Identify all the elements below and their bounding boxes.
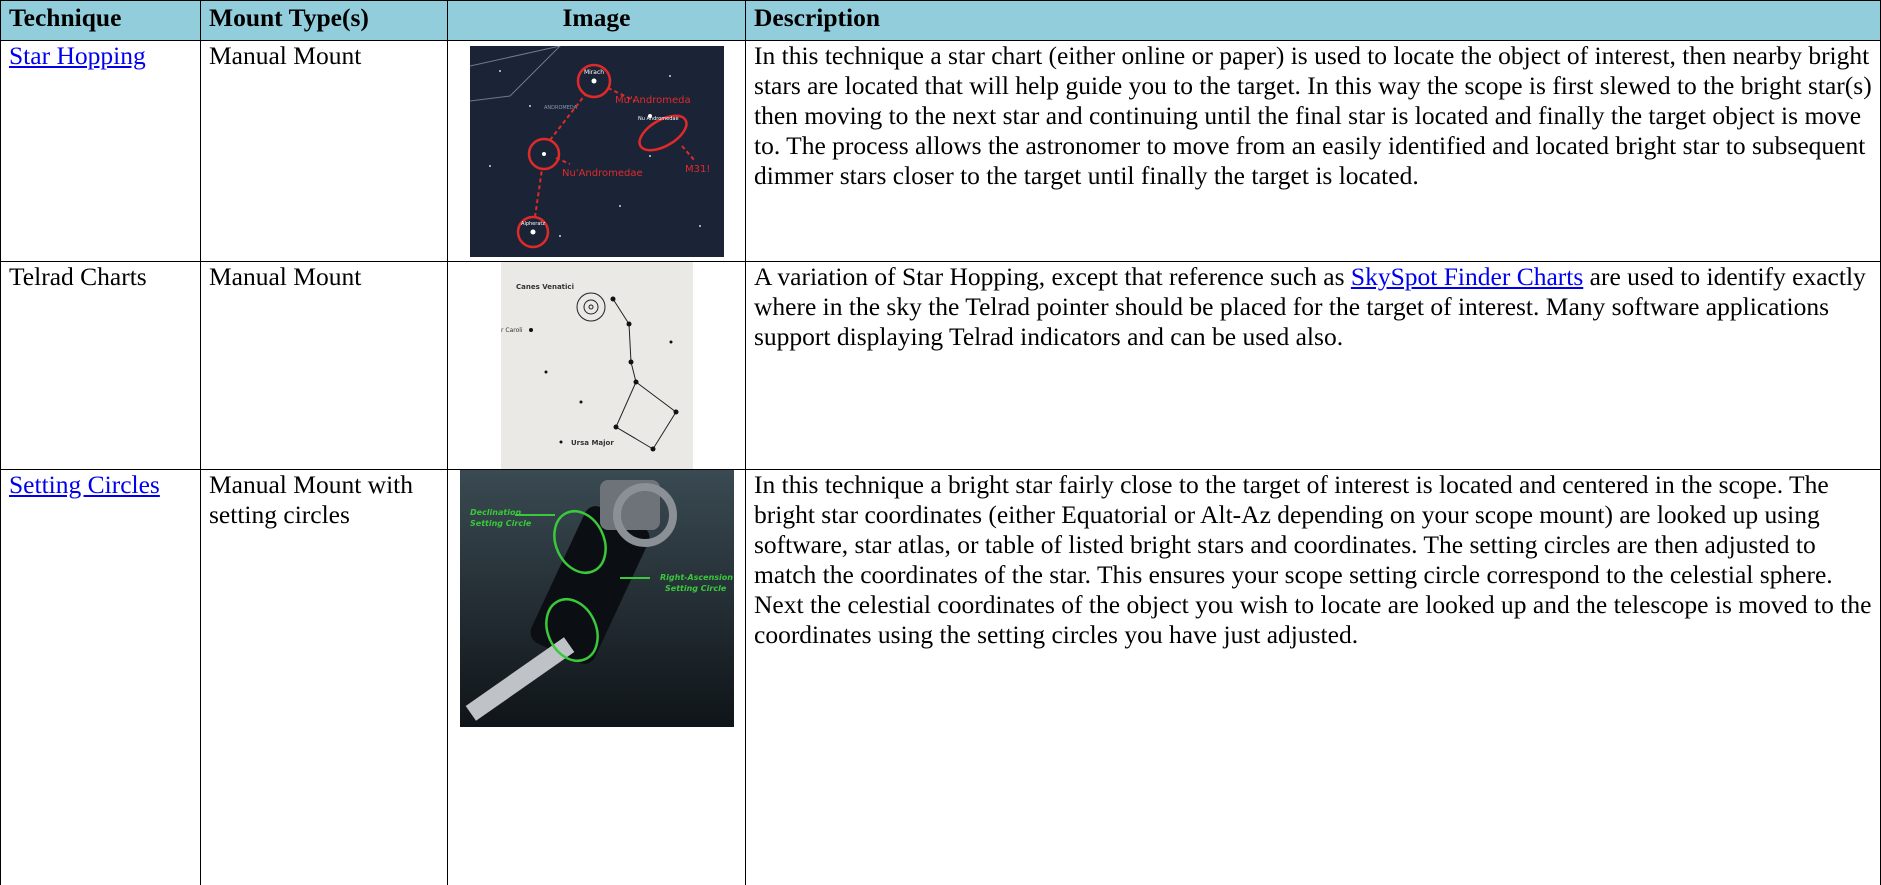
cell: In this technique a bright star fairly c… — [745, 469, 1881, 885]
image-label: Mu'Andromeda — [615, 95, 691, 106]
cell: Manual Mount with setting circles — [200, 469, 448, 885]
cell: Mirach ANDROMEDA Mu'Andromeda Nu Androme… — [447, 40, 746, 262]
image-label: Ursa Major — [571, 439, 614, 447]
image-label: ANDROMEDA — [544, 105, 578, 111]
image-label: Right-Ascension — [660, 573, 733, 582]
image-label: Mirach — [583, 69, 603, 76]
row: Setting Circles Manual Mount with settin… — [0, 469, 1881, 885]
cell: Manual Mount — [200, 40, 448, 262]
description: In this technique a bright star fairly c… — [754, 470, 1872, 649]
description: A variation of Star Hopping, except that… — [754, 262, 1351, 291]
image-label: Nu'Andromedae — [562, 168, 643, 179]
row: Star Hopping Manual Mount Mirach ANDROME… — [0, 40, 1881, 262]
image-label: Setting Circle — [665, 584, 727, 593]
technique-link[interactable]: Star Hopping — [9, 41, 146, 70]
image-label: Nu Andromedae — [638, 116, 679, 122]
telrad-chart-image: Canes Venatici r Caroli Ursa Major — [500, 262, 693, 469]
row: Telrad Charts Manual Mount Canes Venatic… — [0, 261, 1881, 470]
header: Description — [745, 0, 1881, 41]
description-link[interactable]: SkySpot Finder Charts — [1350, 262, 1584, 291]
setting-circles-image: Declination Setting Circle Right-Ascensi… — [459, 470, 734, 727]
cell: Declination Setting Circle Right-Ascensi… — [447, 469, 746, 885]
image-label: Canes Venatici — [516, 283, 574, 291]
header-row: Technique Mount Type(s) Image Descriptio… — [0, 0, 1881, 41]
cell: Setting Circles — [0, 469, 201, 885]
cell: Star Hopping — [0, 40, 201, 262]
image-label: Setting Circle — [470, 519, 532, 528]
technique-link[interactable]: Setting Circles — [9, 470, 160, 499]
image-label: Alpheratz — [521, 221, 545, 227]
header: Technique — [0, 0, 201, 41]
image-label: M31! — [685, 164, 710, 175]
description: In this technique a star chart (either o… — [754, 41, 1872, 190]
image-label: Declination — [470, 508, 521, 517]
cell: A variation of Star Hopping, except that… — [745, 261, 1881, 470]
header: Mount Type(s) — [200, 0, 448, 41]
description: are used to identify exactly where in th… — [754, 262, 1866, 351]
cell: Telrad Charts — [0, 261, 201, 470]
cell: Manual Mount — [200, 261, 448, 470]
star-chart-image: Mirach ANDROMEDA Mu'Andromeda Nu Androme… — [469, 46, 724, 257]
cell: Canes Venatici r Caroli Ursa Major — [447, 261, 746, 470]
header: Image — [447, 0, 746, 41]
cell: In this technique a star chart (either o… — [745, 40, 1881, 262]
image-label: r Caroli — [501, 327, 523, 334]
